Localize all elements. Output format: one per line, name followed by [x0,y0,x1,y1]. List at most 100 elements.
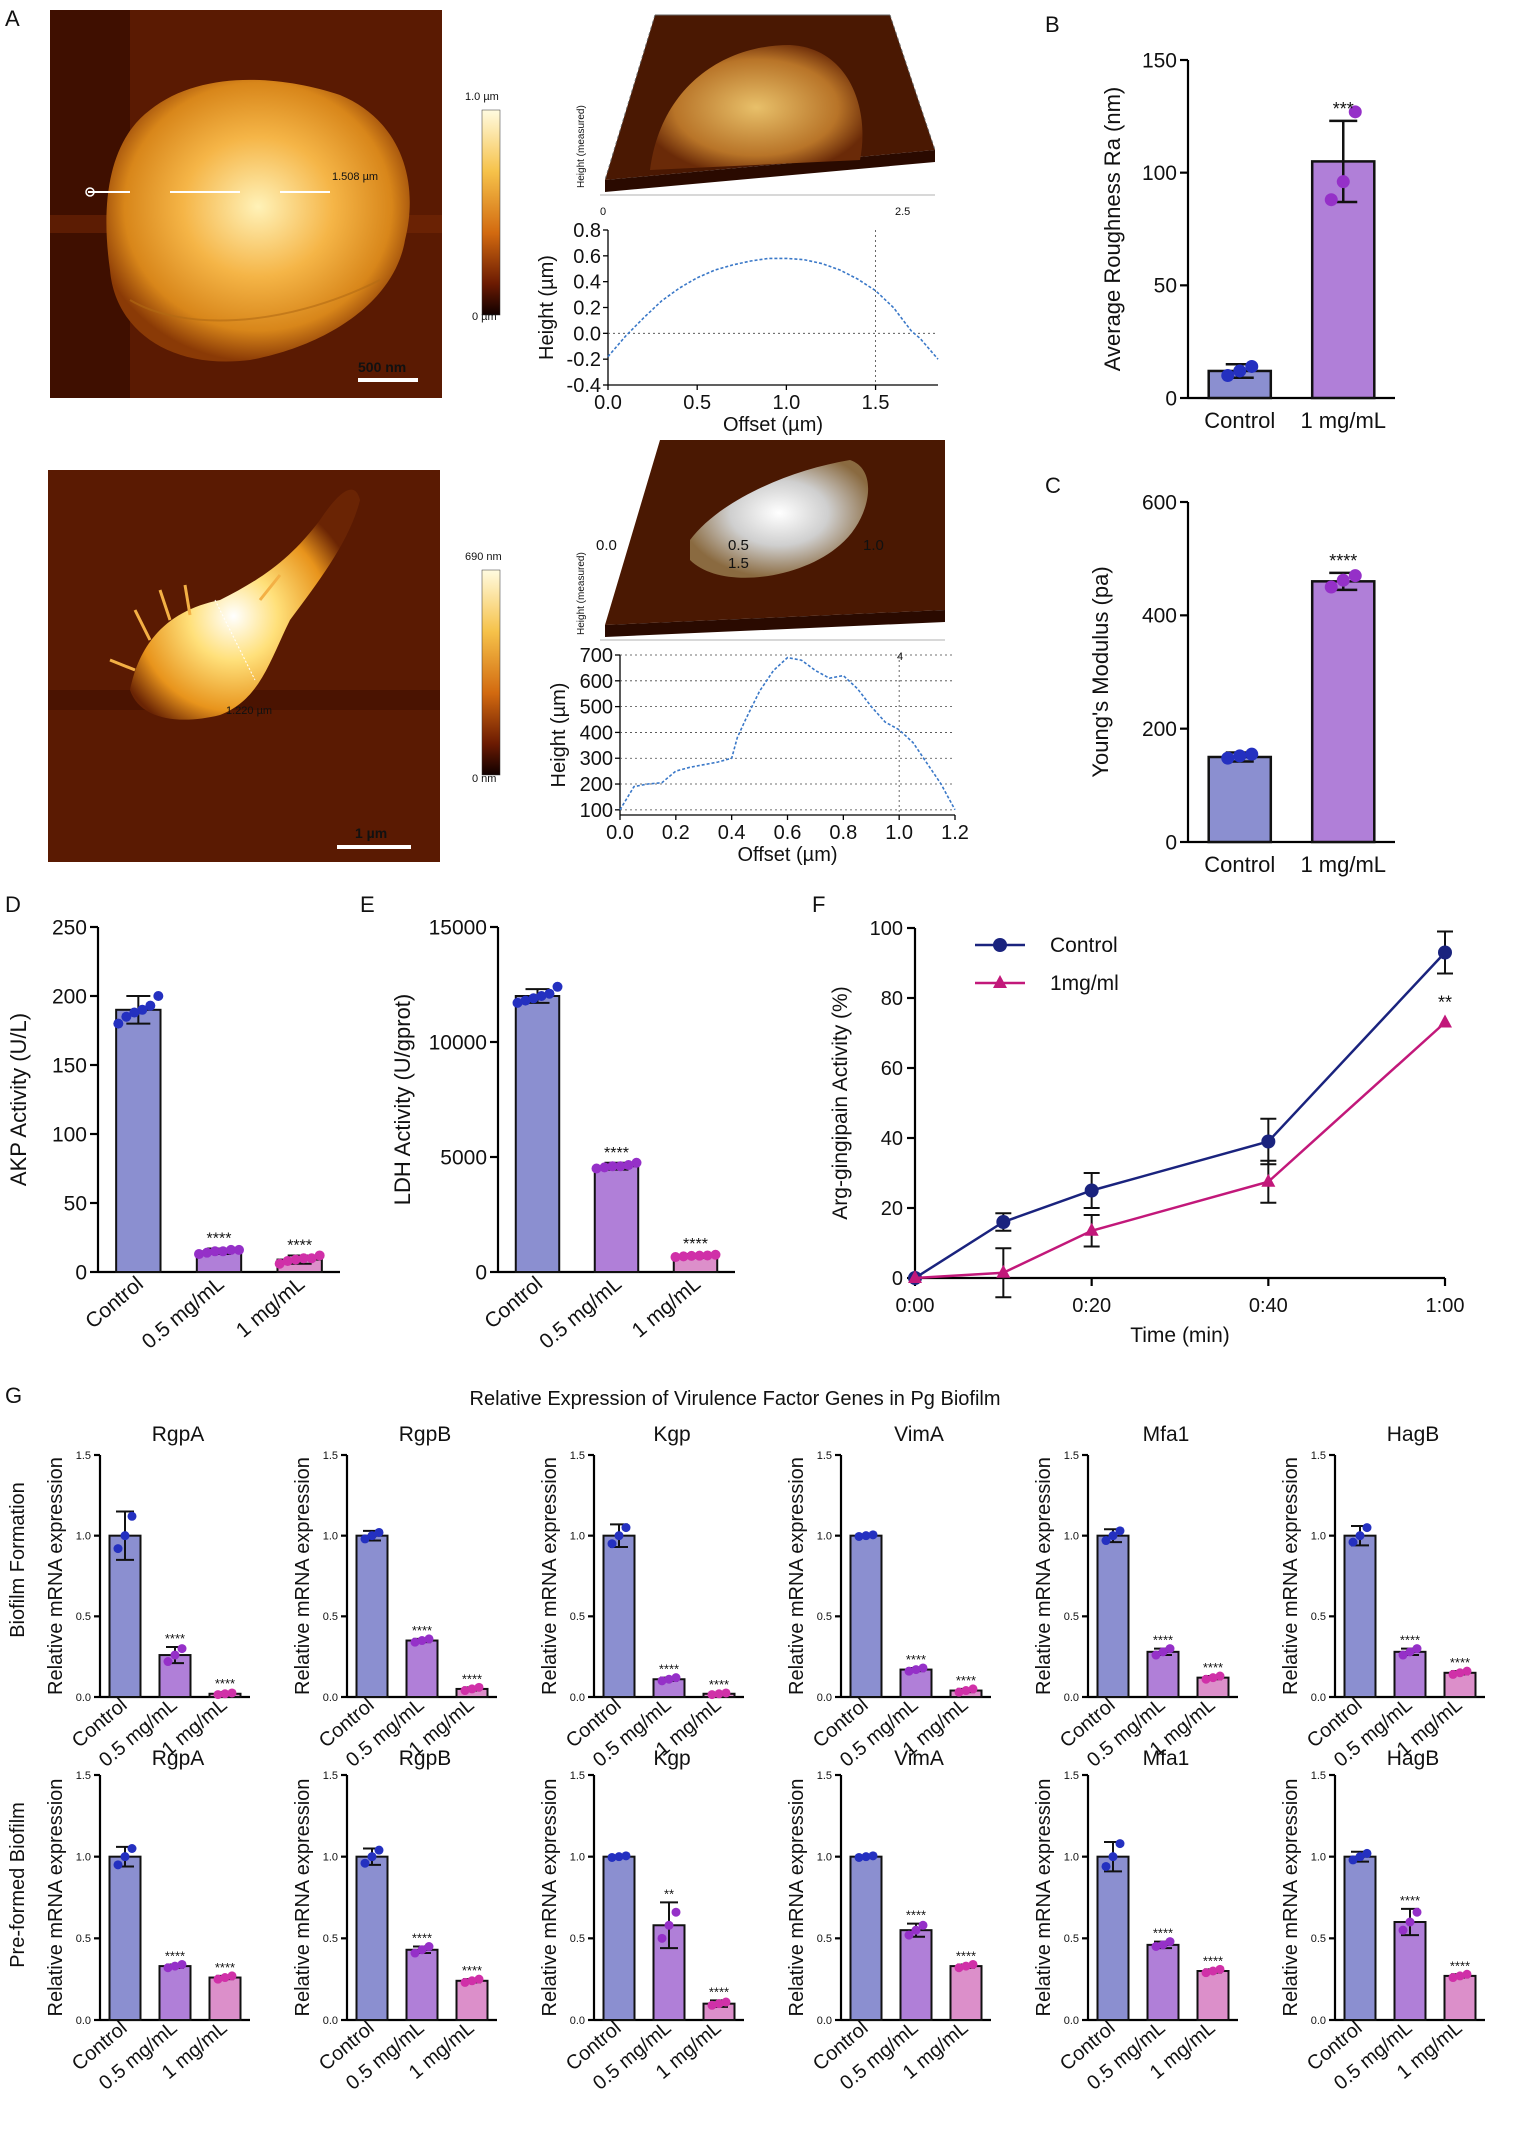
y-tick-label: 1.5 [76,1770,91,1782]
data-point [1108,1531,1118,1541]
data-point [861,1531,871,1541]
data-point [1208,1966,1218,1976]
y-tick-label: 0 [892,1268,903,1290]
bar-1-mg-ml [1196,1970,1230,2021]
afm-colorbar-bottom: 690 nm 0 nm [465,551,502,785]
afm-3d-bottom-label-2: 1.0 [863,537,884,554]
data-point [1362,1523,1372,1533]
y-tick-label: 1.0 [817,1852,832,1864]
data-point [1324,193,1338,207]
y-tick-label: 0 [475,1261,487,1284]
y-axis-label: Relative mRNA expression [539,1779,561,2017]
data-point [170,1650,180,1660]
y-axis-label: Relative mRNA expression [1033,1779,1055,2017]
y-tick-label: 1.5 [1311,1770,1326,1782]
data-point [908,1270,922,1283]
data-point [120,1852,130,1862]
data-point [657,1676,667,1686]
data-point [868,1851,878,1861]
panel-a: A 1.508 µm 500 nm 1.0 µm 0 µm [5,6,969,866]
data-point [226,1244,236,1255]
significance-label: **** [659,1662,679,1677]
y-tick-label: 700 [580,645,613,667]
y-tick-label: 0.5 [817,1611,832,1623]
gene-title: Mfa1 [1143,1747,1190,1770]
y-axis-label: Relative mRNA expression [1280,1779,1302,2017]
data-point [1336,175,1350,189]
significance-label: **** [956,1948,976,1963]
bar-control [108,1855,142,2021]
data-point [460,1977,470,1987]
bar-0.5-mg-ml [405,1639,439,1698]
y-tick-label: 20 [881,1198,903,1220]
data-point [996,1215,1011,1229]
bar-0.5-mg-ml [1146,1943,1180,2022]
height-profile-top: -0.4 -0.2 0.0 0.2 0.4 0.6 0.8 0.0 0.5 1.0 1.5 Offse… [536,220,939,436]
y-axis-label: LDH Activity (U/gprot) [390,994,415,1206]
bar-1-mg-ml [1443,1974,1477,2022]
data-point [520,995,531,1006]
significance-label: ** [1438,993,1452,1013]
bar-0.5-mg-ml [899,1929,933,2021]
y-tick-label: 0.0 [323,2015,338,2027]
data-point [1348,569,1362,583]
y-tick-label: 0 [75,1261,87,1284]
x-tick-label: 1.0 [885,822,913,844]
significance-label: **** [906,1908,926,1923]
y-tick-label: 1.5 [76,1450,91,1462]
gene-title: RgpB [399,1747,452,1770]
y-tick-label: 1.0 [323,1531,338,1543]
y-axis-label: Arg-gingipain Activity (%) [829,986,852,1219]
data-point [904,1666,914,1676]
data-point [177,1959,187,1969]
data-point [1405,1917,1415,1927]
data-point [671,1673,681,1683]
y-tick-label: 0.8 [573,220,601,242]
x-tick-label: 0.5 [683,392,711,414]
data-point [1405,1647,1415,1657]
panel-label-a: A [5,6,20,31]
bar-1-mg-ml [455,1979,489,2022]
y-tick-label: 0.5 [1311,1933,1326,1945]
data-point [163,1963,173,1973]
panel-g-title: Relative Expression of Virulence Factor … [470,1388,1001,1410]
data-point [721,1997,731,2007]
x-tick-label: 1.5 [862,392,890,414]
y-tick-label: 40 [881,1128,903,1150]
afm-3d-top: 0 2.5 Height (measured) [576,14,936,218]
y-axis-label: Relative mRNA expression [1033,1457,1055,1695]
significance-label: **** [1400,1633,1420,1648]
data-point [163,1657,173,1667]
y-tick-label: 0 [1165,831,1177,854]
data-point [1208,1673,1218,1683]
y-tick-label: 80 [881,988,903,1010]
y-tick-label: 0.5 [1064,1933,1079,1945]
panel-label-f: F [812,892,825,917]
y-tick-label: 200 [580,774,613,796]
y-tick-label: 0.5 [570,1611,585,1623]
panel-b: B 0 50 100 150 Control *** 1 mg/mL Average Roug… [1045,12,1395,433]
significance-label: **** [1153,1633,1173,1648]
data-point [707,1690,717,1700]
data-point [1245,747,1259,761]
data-point [621,1851,631,1861]
x-tick-label: 1.2 [941,822,969,844]
y-tick-label: 1.0 [570,1852,585,1864]
category-label: 1 mg/mL [1300,408,1386,433]
bar-control [1096,1534,1130,1698]
y-tick-label: 1.5 [570,1450,585,1462]
y-tick-label: 0.0 [570,2015,585,2027]
data-point [417,1945,427,1955]
y-tick-label: 0.0 [817,2015,832,2027]
y-tick-label: 1.5 [1064,1450,1079,1462]
data-point [474,1682,484,1692]
significance-label: **** [1450,1958,1470,1973]
data-point [360,1858,370,1868]
y-tick-label: 1.5 [1311,1450,1326,1462]
legend-label: Control [1050,934,1118,957]
